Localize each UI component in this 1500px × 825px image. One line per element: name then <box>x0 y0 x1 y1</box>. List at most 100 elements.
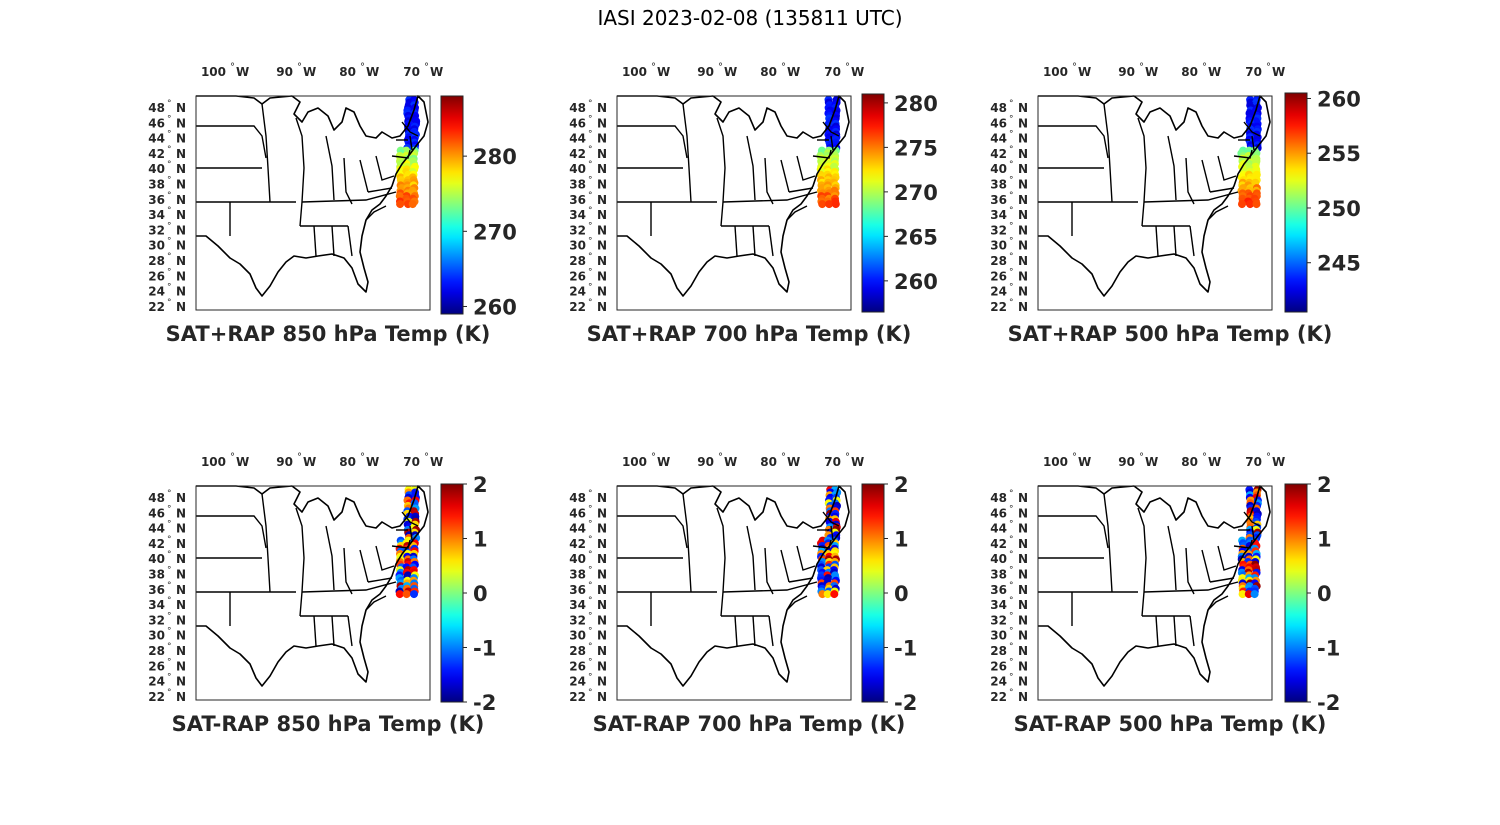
state-boundary <box>347 615 353 647</box>
north-label: N <box>176 116 186 130</box>
degree-symbol: ° <box>588 130 593 140</box>
degree-symbol: ° <box>167 145 172 155</box>
map-panel-4: 100 ° W 90 ° W 80 ° W 70 ° W48 ° N46 ° N44 ° N42 ° N40 ° N38 °… <box>148 452 484 736</box>
state-boundary <box>1167 135 1177 201</box>
north-label: N <box>1018 644 1028 658</box>
north-label: N <box>176 583 186 597</box>
north-label: N <box>1018 162 1028 176</box>
lat-tick-label: 22 <box>148 690 165 704</box>
north-label: N <box>1018 208 1028 222</box>
west-label: W <box>1078 65 1091 79</box>
north-label: N <box>1018 147 1028 161</box>
state-boundary <box>1103 493 1113 593</box>
state-boundary <box>261 493 271 593</box>
colorbar-tick-label: -1 <box>1317 637 1340 661</box>
lat-tick-label: 22 <box>148 300 165 314</box>
north-label: N <box>176 147 186 161</box>
colorbar-tick-label: 0 <box>894 582 909 606</box>
lat-tick-label: 28 <box>990 644 1007 658</box>
degree-symbol: ° <box>1009 673 1014 683</box>
panel-title-2: SAT+RAP 700 hPa Temp (K) <box>587 322 912 346</box>
colorbar-tick-label: 1 <box>473 528 488 552</box>
north-label: N <box>1018 552 1028 566</box>
north-label: N <box>597 147 607 161</box>
north-label: N <box>1018 178 1028 192</box>
north-label: N <box>1018 568 1028 582</box>
lat-tick-label: 24 <box>148 285 165 299</box>
state-boundary <box>1137 117 1147 227</box>
north-label: N <box>1018 675 1028 689</box>
north-label: N <box>176 690 186 704</box>
data-point <box>1250 590 1259 599</box>
state-boundary <box>375 155 395 181</box>
colorbar-tick-label: 1 <box>894 528 909 552</box>
north-label: N <box>176 598 186 612</box>
north-label: N <box>597 162 607 176</box>
degree-symbol: ° <box>1009 504 1014 514</box>
colorbar-tick-label: 265 <box>894 225 938 249</box>
north-label: N <box>1018 629 1028 643</box>
north-label: N <box>597 613 607 627</box>
state-boundary <box>617 125 688 159</box>
north-label: N <box>597 598 607 612</box>
colorbar-tick-label: 2 <box>473 473 488 497</box>
colorbar-tick-label: 260 <box>473 295 517 319</box>
north-label: N <box>597 239 607 253</box>
degree-symbol: ° <box>1009 283 1014 293</box>
north-label: N <box>176 162 186 176</box>
lat-tick-label: 30 <box>990 239 1007 253</box>
degree-symbol: ° <box>167 191 172 201</box>
state-boundary <box>1243 511 1261 527</box>
degree-symbol: ° <box>588 221 593 231</box>
north-label: N <box>597 208 607 222</box>
degree-symbol: ° <box>167 566 172 576</box>
north-label: N <box>176 208 186 222</box>
degree-symbol: ° <box>167 160 172 170</box>
scatter-track <box>1237 486 1262 599</box>
lat-tick-label: 22 <box>569 690 586 704</box>
state-boundary <box>1209 577 1235 583</box>
degree-symbol: ° <box>167 581 172 591</box>
lat-tick-label: 30 <box>569 239 586 253</box>
state-boundary <box>796 155 816 181</box>
lon-tick-label: 90 <box>697 455 714 469</box>
lat-tick-label: 44 <box>569 132 586 146</box>
north-label: N <box>597 537 607 551</box>
degree-symbol: ° <box>424 62 429 73</box>
degree-symbol: ° <box>167 688 172 698</box>
lat-tick-label: 34 <box>569 208 586 222</box>
degree-symbol: ° <box>588 642 593 652</box>
lon-tick-label: 100 <box>1043 455 1068 469</box>
coastline-outline <box>617 485 850 687</box>
state-boundary <box>796 545 816 571</box>
degree-symbol: ° <box>1009 145 1014 155</box>
degree-symbol: ° <box>588 99 593 109</box>
state-boundary <box>1217 545 1237 571</box>
lon-tick-label: 90 <box>697 65 714 79</box>
lon-tick-label: 70 <box>1245 65 1262 79</box>
lon-tick-label: 90 <box>276 65 293 79</box>
north-label: N <box>1018 269 1028 283</box>
state-boundary <box>722 581 818 593</box>
west-label: W <box>657 455 670 469</box>
state-boundary <box>391 149 411 159</box>
state-boundary <box>1251 525 1255 541</box>
state-boundary <box>822 511 840 527</box>
north-label: N <box>597 659 607 673</box>
north-label: N <box>597 583 607 597</box>
lon-tick-label: 70 <box>824 65 841 79</box>
north-label: N <box>597 223 607 237</box>
state-boundary <box>331 615 335 647</box>
degree-symbol: ° <box>1009 657 1014 667</box>
state-boundary <box>1189 615 1195 647</box>
degree-symbol: ° <box>167 520 172 530</box>
colorbar-tick-label: 255 <box>1317 142 1361 166</box>
data-point <box>1244 590 1253 599</box>
colorbar-5: 2 1 0 -1 -2 <box>861 473 917 715</box>
state-boundary <box>786 205 808 221</box>
degree-symbol: ° <box>1139 452 1144 463</box>
lon-tick-label: 90 <box>1118 65 1135 79</box>
west-label: W <box>236 65 249 79</box>
colorbar-4: 2 1 0 -1 -2 <box>440 473 496 715</box>
north-label: N <box>176 254 186 268</box>
